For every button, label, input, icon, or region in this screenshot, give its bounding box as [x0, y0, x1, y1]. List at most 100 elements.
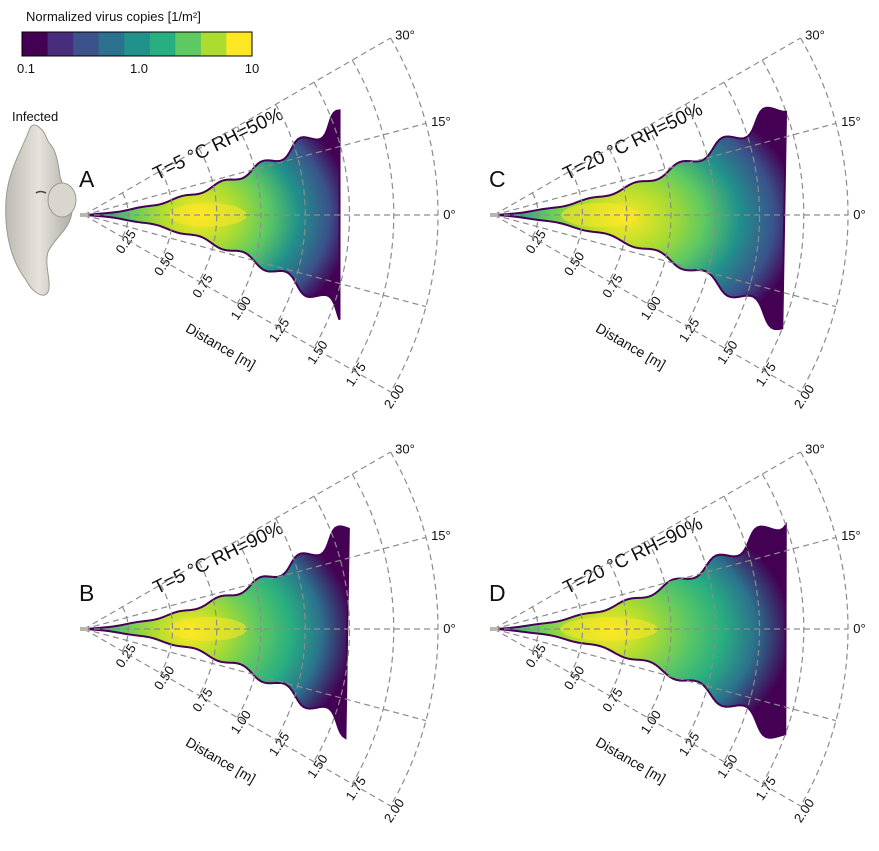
angle-tick-label: 30° — [395, 27, 415, 42]
grid-ray — [83, 536, 427, 630]
colorbar-swatch — [47, 32, 74, 56]
colorbar-swatch — [175, 32, 202, 56]
colorbar-swatch — [200, 32, 227, 56]
grid-ray — [83, 451, 391, 630]
colorbar-swatch — [22, 32, 49, 56]
infected-label: Infected — [12, 109, 59, 124]
angle-tick-label: 30° — [805, 27, 825, 42]
distance-tick-label: 1.25 — [676, 315, 703, 344]
grid-ray — [83, 122, 427, 216]
distance-tick-label: 0.25 — [523, 227, 550, 256]
grid-arc — [570, 170, 584, 260]
grid-arc — [761, 59, 805, 371]
grid-arc — [236, 540, 262, 718]
distance-axis-label: Distance [m] — [183, 734, 258, 787]
colorbar-tick-min: 0.1 — [16, 61, 36, 76]
angle-tick-label: 15° — [431, 114, 451, 129]
grid-arc — [313, 495, 351, 763]
distance-tick-label: 0.25 — [113, 227, 140, 256]
distance-tick-label: 0.25 — [523, 641, 550, 670]
distance-tick-label: 1.75 — [342, 360, 369, 389]
grid-arc — [646, 540, 672, 718]
grid-arc — [646, 126, 672, 304]
grid-ray — [83, 628, 427, 722]
distance-tick-label: 0.50 — [561, 249, 588, 278]
grid-ray — [83, 37, 391, 216]
grid-arc — [160, 584, 174, 674]
distance-axis-label: Distance [m] — [593, 320, 668, 373]
distance-tick-label: 1.50 — [304, 338, 331, 367]
distance-tick-label: 1.25 — [266, 315, 293, 344]
distance-tick-label: 1.75 — [752, 774, 779, 803]
grid-arc — [761, 473, 805, 785]
angle-tick-label: 15° — [431, 528, 451, 543]
panel-c: 0.25 0.50 0.75 1.00 1.25 1.50 1.75 2.00 30° 15° 0°… — [490, 27, 866, 411]
grid-arc — [198, 148, 218, 282]
grid-ray — [83, 628, 391, 807]
distance-tick-label: 1.25 — [676, 729, 703, 758]
grid-arc — [723, 81, 761, 349]
distance-tick-label: 1.75 — [342, 774, 369, 803]
grid-arc — [351, 59, 395, 371]
grid-ray — [493, 122, 837, 216]
distance-tick-label: 2.00 — [791, 382, 818, 411]
source-marker — [490, 627, 498, 631]
grid-ray — [493, 37, 801, 216]
grid-arc — [236, 126, 262, 304]
panel-d: 0.25 0.50 0.75 1.00 1.25 1.50 1.75 2.00 30° 15° 0°… — [490, 441, 866, 825]
distance-tick-label: 0.75 — [189, 685, 216, 714]
distance-tick-label: 1.00 — [227, 293, 254, 322]
grid-ray — [493, 628, 801, 807]
grid-arc — [351, 473, 395, 785]
angle-tick-label: 0° — [443, 621, 455, 636]
colorbar-swatch — [226, 32, 253, 56]
grid-ray — [493, 214, 837, 308]
grid-arc — [723, 495, 761, 763]
distance-axis-label: Distance [m] — [593, 734, 668, 787]
colorbar-swatch — [98, 32, 125, 56]
distance-tick-label: 0.75 — [599, 271, 626, 300]
grid-arc — [608, 148, 628, 282]
colorbar-title: Normalized virus copies [1/m²] — [26, 9, 201, 24]
distance-tick-label: 0.75 — [599, 685, 626, 714]
plume-region — [493, 106, 788, 331]
distance-tick-label: 1.50 — [304, 752, 331, 781]
panel-label-b: B — [79, 580, 95, 606]
angle-tick-label: 0° — [853, 621, 865, 636]
grid-arc — [198, 562, 218, 696]
source-marker — [80, 213, 88, 217]
grid-arc — [608, 562, 628, 696]
grid-arc — [570, 584, 584, 674]
grid-ray — [83, 214, 391, 393]
angle-tick-label: 30° — [805, 441, 825, 456]
panel-label-c: C — [489, 166, 506, 192]
distance-tick-label: 2.00 — [381, 796, 408, 825]
angle-tick-label: 15° — [841, 114, 861, 129]
colorbar-tick-mid: 1.0 — [129, 61, 149, 76]
distance-tick-label: 1.00 — [637, 293, 664, 322]
distance-tick-label: 0.75 — [189, 271, 216, 300]
colorbar-frame — [21, 31, 253, 57]
grid-ray — [493, 628, 837, 722]
colorbar-swatch — [73, 32, 100, 56]
distance-tick-label: 1.75 — [752, 360, 779, 389]
grid-ray — [493, 536, 837, 630]
panel-a: 0.25 0.50 0.75 1.00 1.25 1.50 1.75 2.00 30° 15° 0°… — [80, 27, 456, 411]
panel-label-a: A — [79, 166, 95, 192]
panel-b: 0.25 0.50 0.75 1.00 1.25 1.50 1.75 2.00 30° 15° 0°… — [80, 441, 456, 825]
plume-peak — [561, 203, 640, 227]
distance-tick-label: 0.50 — [151, 663, 178, 692]
panel-label-d: D — [489, 580, 506, 606]
distance-tick-label: 1.50 — [714, 752, 741, 781]
distance-tick-label: 1.00 — [227, 707, 254, 736]
grid-ray — [493, 214, 801, 393]
grid-arc — [313, 81, 351, 349]
grid-arc — [160, 170, 174, 260]
distance-tick-label: 0.50 — [561, 663, 588, 692]
grid-ray — [493, 451, 801, 630]
angle-tick-label: 15° — [841, 528, 861, 543]
distance-tick-label: 2.00 — [791, 796, 818, 825]
infected-mannequin-icon — [5, 124, 77, 296]
colorbar-tick-max: 10 — [244, 61, 260, 76]
